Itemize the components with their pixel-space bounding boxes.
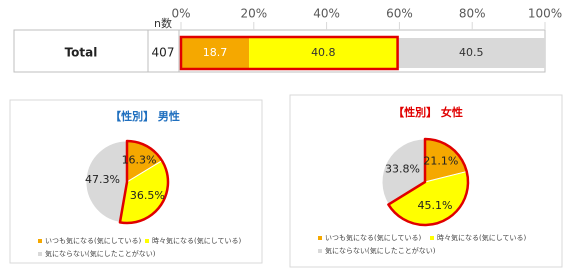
pie-title: 【性別】 女性 bbox=[393, 105, 463, 119]
legend-label: いつも気になる(気にしている) bbox=[325, 233, 422, 242]
bar-segment bbox=[181, 38, 250, 68]
row-label: Total bbox=[65, 46, 98, 60]
x-tick-label: 100% bbox=[528, 7, 562, 21]
pie-value-label: 33.8% bbox=[385, 162, 420, 175]
legend-label: 時々気になる(気にしている) bbox=[152, 236, 242, 245]
x-tick-label: 60% bbox=[386, 7, 413, 21]
legend-swatch bbox=[38, 252, 42, 256]
x-tick-label: 80% bbox=[459, 7, 486, 21]
pie-title: 【性別】 男性 bbox=[110, 109, 180, 123]
legend-swatch bbox=[318, 236, 322, 240]
legend-label: いつも気になる(気にしている) bbox=[45, 236, 142, 245]
pie-value-label: 21.1% bbox=[423, 155, 458, 168]
legend-swatch bbox=[145, 239, 149, 243]
bar-value-label: 40.5 bbox=[459, 46, 484, 59]
pie-slice bbox=[85, 140, 128, 223]
pie-value-label: 45.1% bbox=[418, 199, 453, 212]
bar-value-label: 40.8 bbox=[311, 46, 336, 59]
legend-label: 時々気になる(気にしている) bbox=[437, 233, 527, 242]
n-value: 407 bbox=[152, 46, 175, 60]
pie-value-label: 47.3% bbox=[85, 173, 120, 186]
highlight-outline bbox=[179, 35, 399, 71]
n-header: n数 bbox=[154, 17, 172, 30]
x-tick-label: 40% bbox=[313, 7, 340, 21]
legend-swatch bbox=[430, 236, 434, 240]
bar-segment bbox=[397, 38, 545, 68]
legend-swatch bbox=[38, 239, 42, 243]
bar-segment bbox=[249, 38, 398, 68]
x-tick-label: 20% bbox=[240, 7, 267, 21]
pie-value-label: 16.3% bbox=[122, 154, 157, 167]
legend-label: 気にならない(気にしたことがない) bbox=[45, 249, 156, 258]
highlight-outline bbox=[387, 137, 470, 227]
legend-label: 気にならない(気にしたことがない) bbox=[325, 246, 436, 255]
highlight-outline bbox=[118, 139, 170, 225]
pie-value-label: 36.5% bbox=[130, 189, 165, 202]
legend-swatch bbox=[318, 249, 322, 253]
bar-value-label: 18.7 bbox=[203, 46, 228, 59]
x-tick-label: 0% bbox=[171, 7, 190, 21]
